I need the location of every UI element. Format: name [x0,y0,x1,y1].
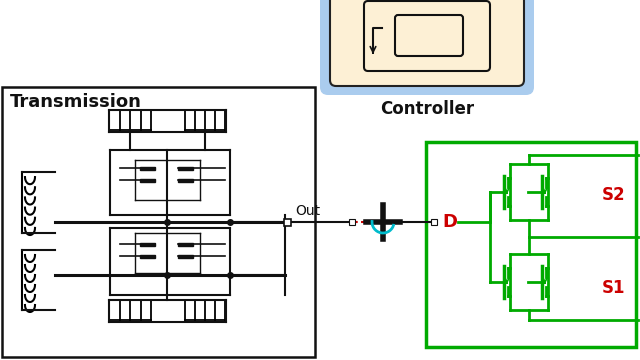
Bar [140,166,155,170]
FancyBboxPatch shape [320,0,534,95]
Text: D: D [442,213,457,231]
Bar [140,255,155,257]
Text: S1: S1 [602,279,625,297]
Bar [178,179,193,181]
Bar [431,219,437,225]
Bar [349,219,355,225]
Text: S2: S2 [602,186,626,204]
Text: Transmission: Transmission [10,93,142,111]
FancyBboxPatch shape [330,0,524,86]
Text: Controller: Controller [380,100,474,118]
Bar [426,142,636,347]
FancyBboxPatch shape [364,1,490,71]
Bar [140,243,155,246]
Text: Out: Out [295,204,320,218]
FancyBboxPatch shape [395,15,463,56]
Bar [178,166,193,170]
Bar [284,219,291,225]
Bar [140,179,155,181]
Bar [178,243,193,246]
Bar [178,255,193,257]
Bar [2,87,315,357]
